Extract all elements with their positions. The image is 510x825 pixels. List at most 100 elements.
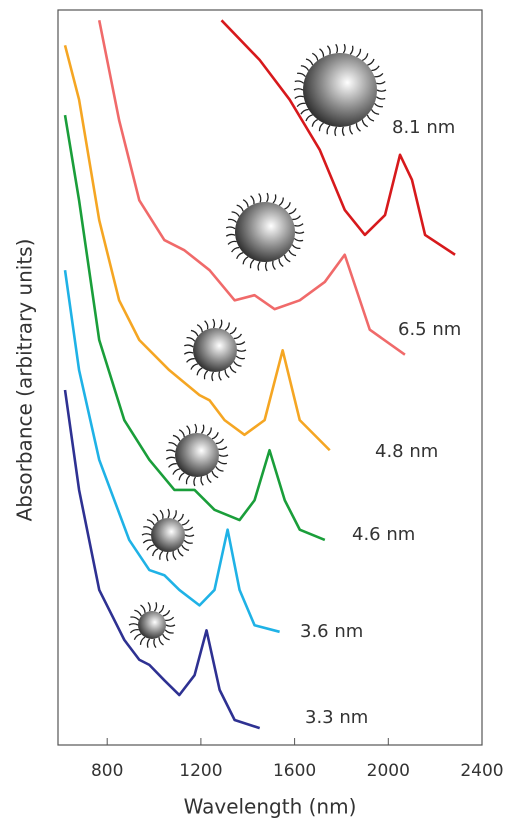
ligand xyxy=(237,205,244,211)
ligand xyxy=(213,319,215,328)
ligand xyxy=(273,261,276,270)
ligand xyxy=(163,634,170,640)
ligand xyxy=(159,605,164,613)
ligand xyxy=(362,120,367,127)
ligand xyxy=(207,427,211,435)
ligand xyxy=(376,82,385,84)
ligand xyxy=(225,322,229,330)
ligand xyxy=(367,59,374,65)
ligand xyxy=(159,637,164,645)
ligand xyxy=(375,73,383,76)
ligand xyxy=(167,552,168,561)
ligand xyxy=(258,262,260,271)
ligand xyxy=(319,49,323,57)
ligand xyxy=(259,194,261,203)
ligand xyxy=(237,253,244,259)
ligand xyxy=(197,325,202,332)
ligand xyxy=(141,605,146,613)
ligand xyxy=(284,202,290,209)
ligand xyxy=(356,49,360,57)
ligand xyxy=(160,510,163,519)
nanoparticle xyxy=(151,518,185,552)
ligand xyxy=(225,370,229,378)
nanoparticle xyxy=(303,53,377,127)
ligand xyxy=(182,545,189,550)
ligand xyxy=(182,520,189,525)
ligand xyxy=(377,90,386,91)
ligand xyxy=(212,432,218,439)
ligand xyxy=(134,634,141,640)
ligand xyxy=(266,262,268,271)
ligand xyxy=(218,447,227,450)
nanoparticle xyxy=(193,328,237,372)
ligand xyxy=(336,44,338,53)
ligand xyxy=(166,625,175,626)
ligand xyxy=(147,639,149,648)
series-label: 3.6 nm xyxy=(300,621,363,642)
ligand xyxy=(216,439,224,444)
ligand xyxy=(294,238,303,240)
ligand xyxy=(234,334,242,339)
ligand xyxy=(301,66,309,71)
ligand xyxy=(173,510,176,519)
ligand xyxy=(232,247,240,252)
ligand xyxy=(232,212,240,217)
ligand xyxy=(173,469,180,475)
ligand xyxy=(367,115,374,121)
ligand xyxy=(205,321,208,329)
ligand xyxy=(201,425,203,434)
ligand xyxy=(130,630,138,633)
ligand xyxy=(243,257,248,264)
ligand xyxy=(147,520,154,525)
ligand xyxy=(376,97,385,99)
ligand xyxy=(185,535,194,536)
ligand xyxy=(294,89,303,90)
chart: Wavelength (nm) Absorbance (arbitrary un… xyxy=(0,0,510,825)
ligand xyxy=(226,227,235,229)
ligand xyxy=(147,545,154,550)
ligand xyxy=(212,471,218,478)
ligand xyxy=(301,109,309,114)
ligand xyxy=(230,366,236,373)
x-axis-title: Wavelength (nm) xyxy=(184,795,357,819)
ligand xyxy=(165,630,173,633)
ligand xyxy=(212,372,214,381)
ligand xyxy=(228,241,237,244)
ligand xyxy=(143,527,152,530)
series-label: 3.3 nm xyxy=(305,707,368,728)
ligand xyxy=(335,127,337,136)
ligand xyxy=(187,359,195,363)
ligand xyxy=(187,426,190,434)
ligand xyxy=(289,250,296,255)
ligand xyxy=(173,551,176,560)
ligand xyxy=(327,126,330,135)
ligand xyxy=(219,320,221,329)
series-label: 4.6 nm xyxy=(352,524,415,545)
ligand xyxy=(312,53,317,60)
ligand xyxy=(207,475,211,483)
ligand xyxy=(187,338,195,342)
series-label: 8.1 nm xyxy=(392,117,455,138)
ligand xyxy=(219,372,221,381)
nanoparticle xyxy=(235,202,295,262)
ligand xyxy=(184,527,193,530)
ligand xyxy=(186,476,189,484)
ligand xyxy=(350,46,353,55)
ligand xyxy=(163,610,170,616)
ligand xyxy=(279,259,283,267)
ligand xyxy=(194,477,196,486)
ligand xyxy=(154,639,156,648)
ligand xyxy=(375,103,383,106)
ligand xyxy=(297,73,305,76)
ligand xyxy=(306,115,313,121)
x-tick-label: 1200 xyxy=(179,761,222,781)
ligand xyxy=(294,224,303,226)
ligand xyxy=(130,617,138,620)
ligand xyxy=(237,350,246,351)
ligand xyxy=(184,352,193,354)
ligand xyxy=(165,617,173,620)
series-label: 4.8 nm xyxy=(375,441,438,462)
ligand xyxy=(179,430,184,437)
ligand xyxy=(173,435,180,441)
ligand xyxy=(218,461,227,464)
